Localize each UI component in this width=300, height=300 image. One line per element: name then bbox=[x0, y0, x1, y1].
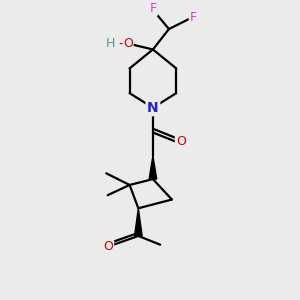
Text: F: F bbox=[190, 11, 197, 24]
Text: F: F bbox=[149, 2, 157, 15]
Polygon shape bbox=[149, 156, 157, 179]
Text: O: O bbox=[176, 135, 186, 148]
Text: -: - bbox=[118, 36, 123, 51]
Text: O: O bbox=[103, 240, 113, 253]
Text: N: N bbox=[147, 101, 159, 115]
Polygon shape bbox=[135, 208, 142, 236]
Text: H: H bbox=[106, 37, 115, 50]
Text: O: O bbox=[123, 37, 133, 50]
